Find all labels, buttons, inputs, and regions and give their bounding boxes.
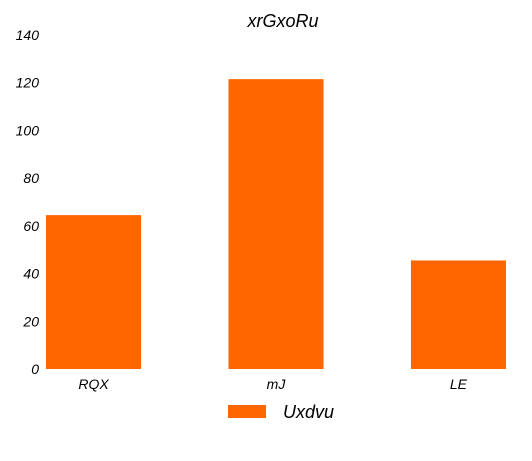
y-tick-label: 60 — [23, 218, 39, 234]
x-tick-label: mJ — [267, 376, 287, 392]
x-tick-label: LE — [450, 376, 468, 392]
x-axis-ticks: RQX mJ LE — [78, 376, 467, 392]
x-tick-label: RQX — [78, 376, 109, 392]
legend-label: Uxdvu — [283, 402, 334, 422]
bar — [46, 215, 142, 369]
bar — [228, 79, 324, 369]
y-tick-label: 20 — [22, 313, 39, 329]
y-tick-label: 40 — [23, 266, 39, 282]
bars — [46, 79, 506, 369]
legend: Uxdvu — [228, 402, 334, 422]
y-tick-label: 100 — [16, 122, 40, 138]
y-axis-ticks: 0 20 40 60 80 100 120 140 — [16, 27, 40, 377]
y-tick-label: 140 — [16, 27, 40, 43]
y-tick-label: 80 — [23, 170, 39, 186]
legend-swatch — [228, 405, 266, 418]
chart-title: xrGxoRu — [246, 11, 318, 31]
y-tick-label: 0 — [31, 361, 39, 377]
bar — [410, 260, 506, 369]
y-tick-label: 120 — [16, 75, 40, 91]
